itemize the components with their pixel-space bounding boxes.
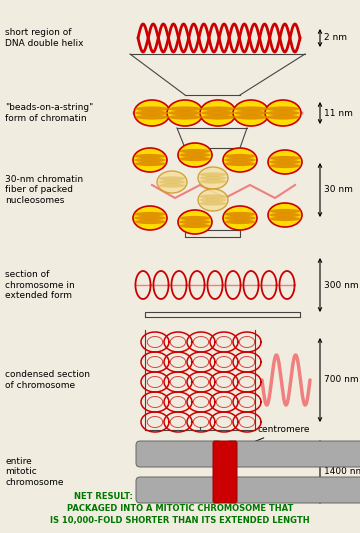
Text: 300 nm: 300 nm (324, 280, 359, 289)
Ellipse shape (266, 110, 300, 116)
Ellipse shape (158, 176, 185, 181)
FancyBboxPatch shape (136, 441, 222, 467)
Ellipse shape (200, 100, 236, 126)
Text: 30 nm: 30 nm (324, 185, 353, 195)
Ellipse shape (135, 107, 168, 111)
Ellipse shape (268, 203, 302, 227)
Ellipse shape (179, 157, 211, 161)
Ellipse shape (168, 110, 202, 116)
Ellipse shape (134, 100, 170, 126)
Ellipse shape (157, 171, 187, 193)
Ellipse shape (133, 206, 167, 230)
Text: "beads-on-a-string"
form of chromatin: "beads-on-a-string" form of chromatin (5, 103, 93, 123)
Ellipse shape (158, 180, 185, 184)
Ellipse shape (268, 150, 302, 174)
FancyBboxPatch shape (226, 441, 360, 467)
Ellipse shape (269, 209, 301, 213)
Ellipse shape (224, 154, 256, 158)
Ellipse shape (269, 213, 301, 217)
FancyBboxPatch shape (213, 441, 237, 503)
Ellipse shape (223, 206, 257, 230)
Ellipse shape (199, 180, 226, 183)
Text: section of
chromosome in
extended form: section of chromosome in extended form (5, 270, 75, 300)
Ellipse shape (269, 216, 301, 221)
Ellipse shape (198, 167, 228, 189)
Ellipse shape (199, 176, 226, 180)
Ellipse shape (224, 161, 256, 166)
Text: 700 nm: 700 nm (324, 376, 359, 384)
Ellipse shape (199, 198, 226, 202)
Text: entire
mitotic
chromosome: entire mitotic chromosome (5, 457, 63, 487)
Text: centromere: centromere (228, 425, 310, 453)
Ellipse shape (199, 195, 226, 199)
Ellipse shape (135, 115, 168, 119)
Ellipse shape (201, 110, 235, 116)
Ellipse shape (168, 107, 202, 111)
Ellipse shape (134, 212, 166, 216)
Ellipse shape (265, 100, 301, 126)
Ellipse shape (224, 216, 256, 220)
Ellipse shape (266, 107, 300, 111)
Ellipse shape (224, 212, 256, 216)
Text: NET RESULT: EACH DNA MOLECULE HAS BEEN
PACKAGED INTO A MITOTIC CHROMOSOME THAT
I: NET RESULT: EACH DNA MOLECULE HAS BEEN P… (50, 492, 310, 525)
Text: condensed section
of chromosome: condensed section of chromosome (5, 370, 90, 390)
Ellipse shape (224, 158, 256, 162)
Ellipse shape (198, 189, 228, 211)
Ellipse shape (158, 183, 185, 188)
Ellipse shape (234, 115, 267, 119)
Ellipse shape (179, 153, 211, 157)
Ellipse shape (179, 149, 211, 154)
Ellipse shape (201, 107, 235, 111)
FancyBboxPatch shape (136, 477, 222, 503)
Ellipse shape (134, 158, 166, 162)
Ellipse shape (168, 115, 202, 119)
Ellipse shape (133, 148, 167, 172)
Text: short region of
DNA double helix: short region of DNA double helix (5, 28, 84, 47)
Ellipse shape (199, 201, 226, 206)
Text: 1400 nm: 1400 nm (324, 467, 360, 477)
Ellipse shape (233, 100, 269, 126)
Ellipse shape (266, 115, 300, 119)
Ellipse shape (179, 220, 211, 224)
Ellipse shape (134, 154, 166, 158)
Ellipse shape (269, 156, 301, 160)
Ellipse shape (135, 110, 168, 116)
Ellipse shape (201, 115, 235, 119)
Text: 11 nm: 11 nm (324, 109, 353, 117)
Ellipse shape (134, 220, 166, 224)
Ellipse shape (234, 107, 267, 111)
Ellipse shape (179, 223, 211, 228)
Ellipse shape (134, 161, 166, 166)
Ellipse shape (179, 216, 211, 221)
FancyBboxPatch shape (226, 477, 360, 503)
Text: 2 nm: 2 nm (324, 34, 347, 43)
Ellipse shape (178, 143, 212, 167)
Ellipse shape (269, 164, 301, 168)
Ellipse shape (224, 220, 256, 224)
Ellipse shape (134, 216, 166, 220)
Ellipse shape (178, 210, 212, 234)
Ellipse shape (234, 110, 267, 116)
Ellipse shape (199, 172, 226, 176)
Ellipse shape (167, 100, 203, 126)
Ellipse shape (223, 148, 257, 172)
Text: 30-nm chromatin
fiber of packed
nucleosomes: 30-nm chromatin fiber of packed nucleoso… (5, 175, 83, 205)
Ellipse shape (269, 160, 301, 164)
